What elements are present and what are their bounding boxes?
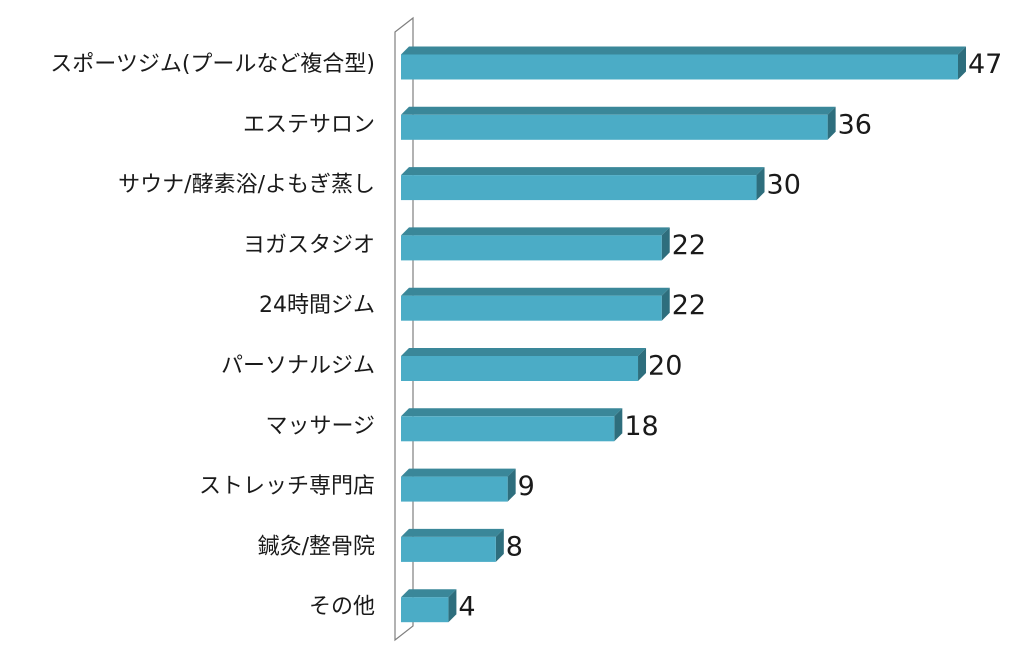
- category-label: その他: [309, 595, 375, 620]
- category-label: パーソナルジム: [221, 354, 375, 379]
- bar-10: [401, 589, 457, 623]
- category-label: ストレッチ専門店: [199, 474, 375, 499]
- value-label: 9: [518, 471, 535, 502]
- bar-top-face: [401, 528, 504, 537]
- bar-side-face: [661, 227, 670, 261]
- bar-front-face: [401, 476, 508, 502]
- bar-side-face: [638, 348, 647, 381]
- value-labels: 47 36 30 22 22 20 18 9 84: [458, 49, 1002, 623]
- category-label: マッサージ: [265, 414, 375, 439]
- bar-side-face: [958, 46, 966, 80]
- bar-top-face: [401, 589, 457, 598]
- bar-top-face: [401, 227, 670, 236]
- bar-front-face: [401, 114, 828, 140]
- bar-9: [401, 528, 504, 562]
- category-label: サウナ/酵素浴/よもぎ蒸し: [118, 173, 375, 198]
- category-label: スポーツジム(プールなど複合型): [50, 52, 375, 77]
- category-label: 24時間ジム: [259, 293, 375, 318]
- value-label: 47: [968, 49, 1002, 80]
- bar-top-face: [401, 408, 623, 417]
- category-label: エステサロン: [243, 112, 375, 137]
- bar-top-face: [401, 106, 836, 115]
- bar-8: [401, 468, 516, 502]
- bar-front-face: [401, 175, 757, 201]
- bar-4: [401, 227, 670, 261]
- bar-side-face: [827, 106, 836, 140]
- category-label: 鍼灸/整骨院: [258, 534, 375, 559]
- value-label: 18: [624, 411, 658, 442]
- bar-3: [401, 167, 765, 201]
- value-label: 20: [648, 351, 682, 382]
- bar-side-face: [614, 408, 623, 442]
- bar-1: [401, 46, 966, 80]
- bar-side-face: [495, 528, 504, 562]
- bar-top-face: [401, 348, 647, 356]
- bar-series: [401, 46, 966, 623]
- bar-front-face: [401, 235, 662, 261]
- category-labels: スポーツジム(プールなど複合型) エステサロンサウナ/酵素浴/よもぎ蒸しヨガスタジ…: [50, 52, 375, 620]
- bar-front-face: [401, 416, 615, 442]
- bar-side-face: [756, 167, 765, 201]
- bar-top-face: [401, 167, 765, 176]
- value-label: 22: [672, 290, 706, 321]
- bar-front-face: [401, 356, 639, 381]
- bar-front-face: [401, 295, 662, 321]
- bar-side-face: [448, 589, 457, 623]
- value-label: 30: [767, 170, 801, 201]
- bar-side-face: [661, 287, 670, 321]
- bar-5: [401, 287, 670, 321]
- category-label: ヨガスタジオ: [243, 233, 375, 258]
- value-label: 8: [506, 531, 523, 562]
- value-label: 4: [458, 592, 475, 623]
- bar-2: [401, 106, 836, 140]
- bar-front-face: [401, 536, 496, 562]
- value-label: 22: [672, 230, 706, 261]
- bar-top-face: [401, 46, 966, 55]
- bar-side-face: [507, 468, 516, 502]
- value-label: 36: [838, 109, 872, 140]
- bar-top-face: [401, 468, 516, 477]
- bar-top-face: [401, 287, 670, 296]
- bar-7: [401, 408, 623, 442]
- bar-front-face: [401, 54, 958, 80]
- bar-6: [401, 348, 647, 381]
- bar-front-face: [401, 597, 449, 623]
